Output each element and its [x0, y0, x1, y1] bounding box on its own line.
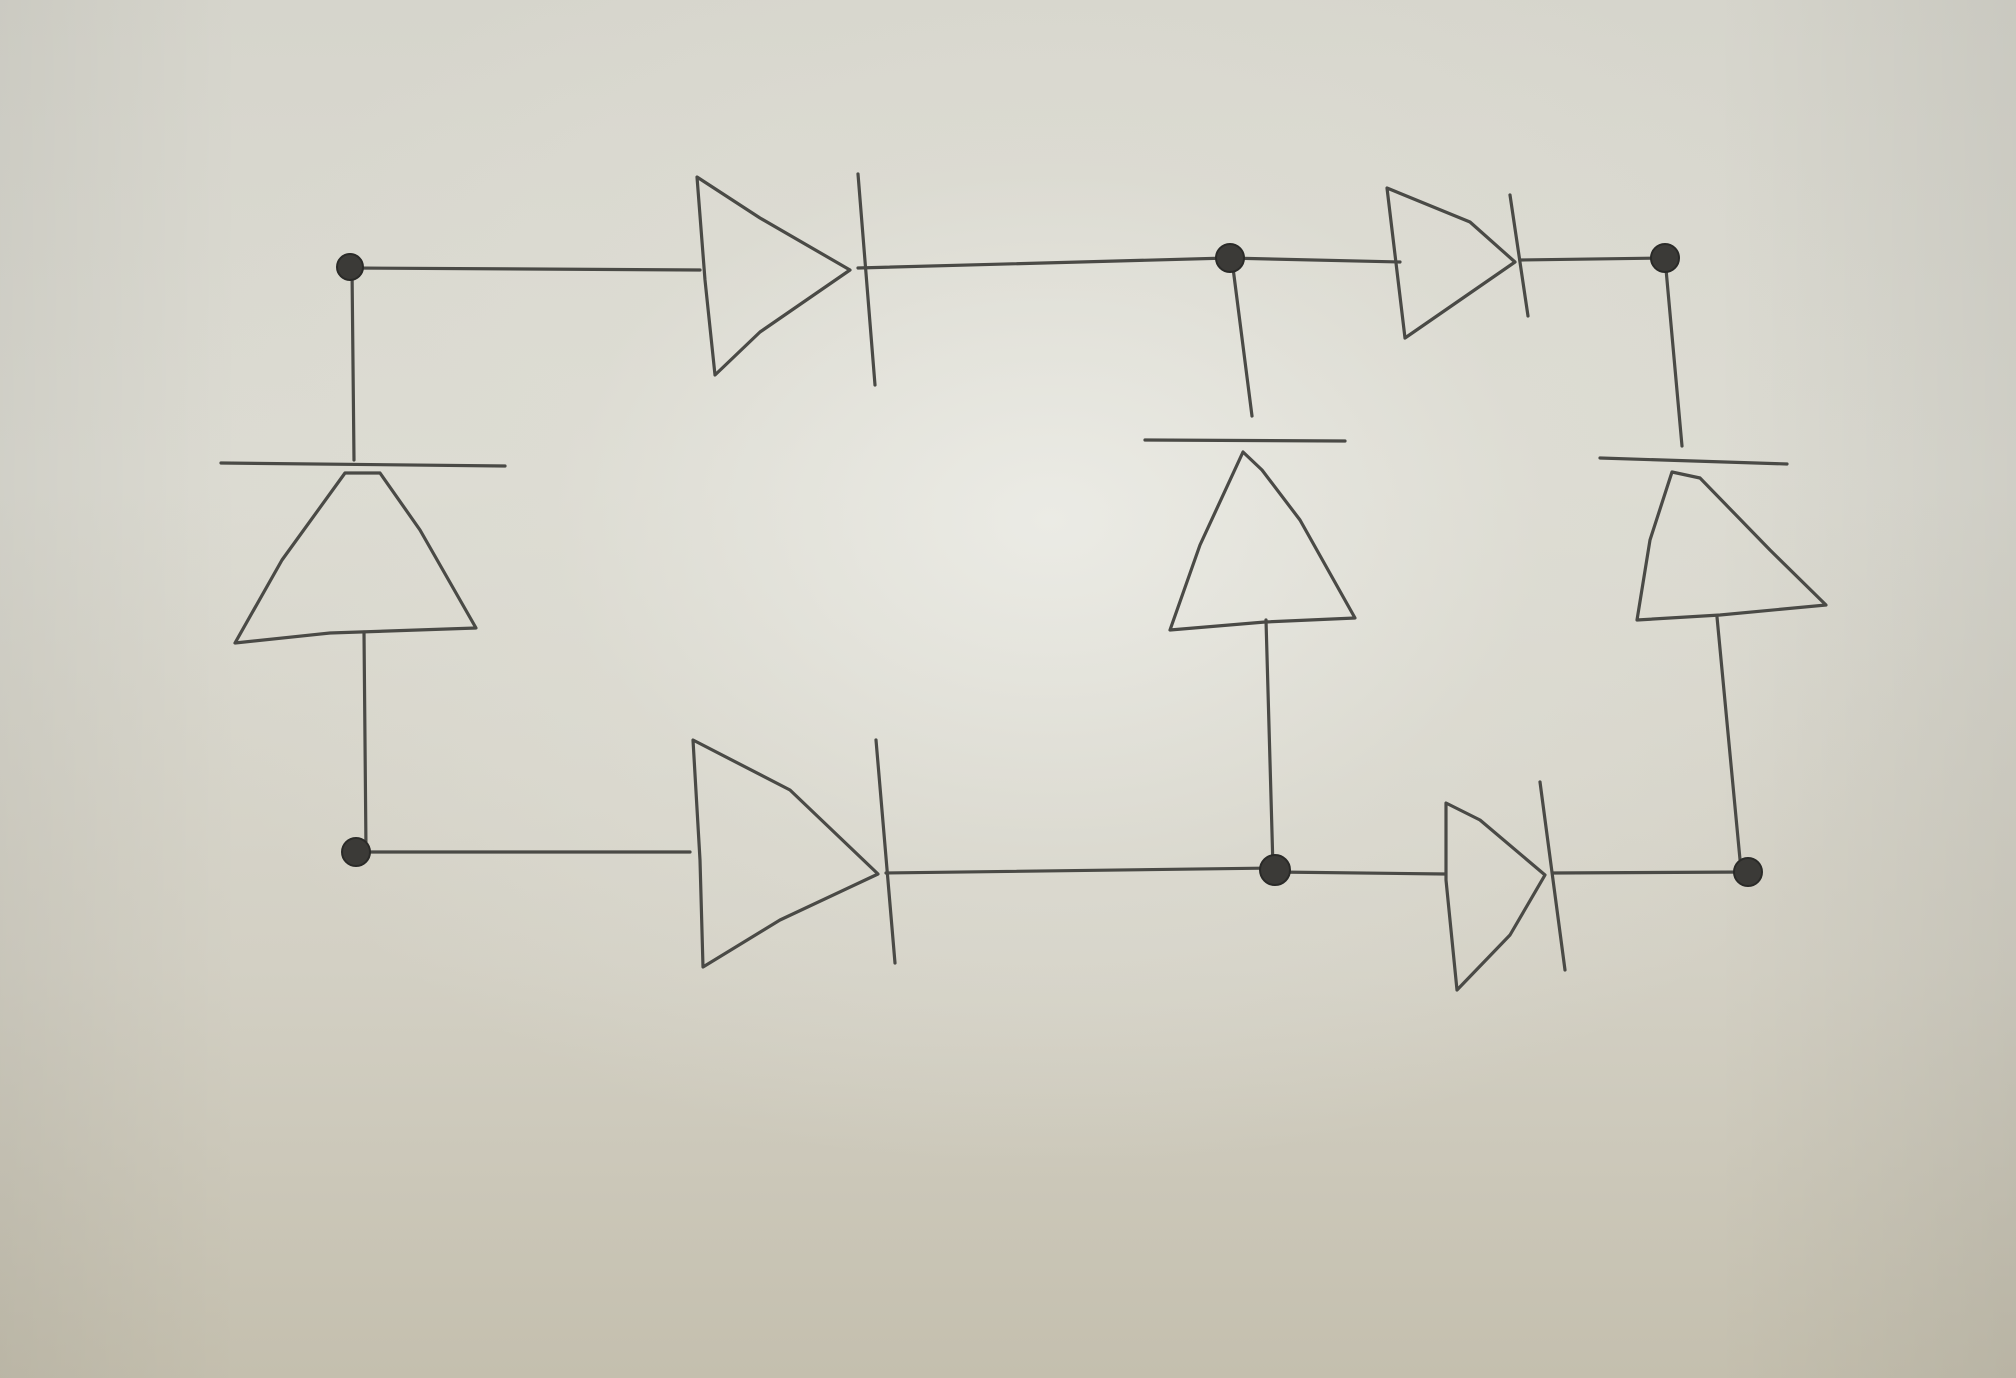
diode-symbol-icon — [1444, 801, 1547, 992]
wire-top-right-b — [1518, 256, 1667, 262]
wire-right-vertical-top — [1663, 256, 1684, 448]
wire-bottom-right-b — [1551, 870, 1750, 875]
diode-symbol-icon — [1635, 470, 1828, 622]
junction-node-icon — [1733, 857, 1763, 887]
junction-node-icon — [1259, 854, 1291, 886]
diode-top-right — [1385, 186, 1530, 340]
wire-middle-vertical-bottom — [1264, 618, 1275, 870]
wire-top-right-a — [1226, 256, 1402, 264]
junction-node-icon — [341, 837, 371, 867]
wires — [348, 256, 1750, 876]
wire-bottom-right-a — [1273, 870, 1447, 876]
wire-top-left — [348, 266, 702, 272]
diode-left-vertical — [219, 461, 507, 645]
wire-left-vertical-bottom — [362, 630, 368, 852]
diode-cathode-bar — [856, 172, 877, 387]
wire-right-vertical-bottom — [1715, 615, 1743, 872]
diode-cathode-bar — [874, 738, 897, 965]
wire-bottom-middle — [884, 866, 1277, 875]
diode-symbol-icon — [233, 471, 478, 645]
wire-top-middle — [856, 256, 1230, 270]
diode-cathode-bar — [1598, 456, 1789, 466]
diode-cathode-bar — [1538, 780, 1567, 972]
junction-node-icon — [1650, 243, 1680, 273]
diode-right-vertical — [1598, 456, 1828, 622]
diode-symbol-icon — [1385, 186, 1517, 340]
diode-cathode-bar — [1143, 438, 1347, 443]
junction-node-icon — [1215, 243, 1245, 273]
wire-middle-vertical-top — [1230, 258, 1254, 418]
diode-cathode-bar — [219, 461, 507, 468]
diode-top-left — [695, 172, 877, 387]
junction-node-icon — [336, 253, 364, 281]
nodes — [336, 243, 1763, 887]
diode-symbol-icon — [1168, 450, 1357, 632]
wire-left-vertical-top — [350, 266, 356, 462]
diode-symbol-icon — [695, 175, 852, 377]
diode-bottom-right — [1444, 780, 1567, 992]
diode-cathode-bar — [1508, 193, 1530, 318]
diode-middle-vertical — [1143, 438, 1357, 632]
diode-symbol-icon — [691, 738, 880, 969]
diode-bottom-left — [691, 738, 897, 969]
